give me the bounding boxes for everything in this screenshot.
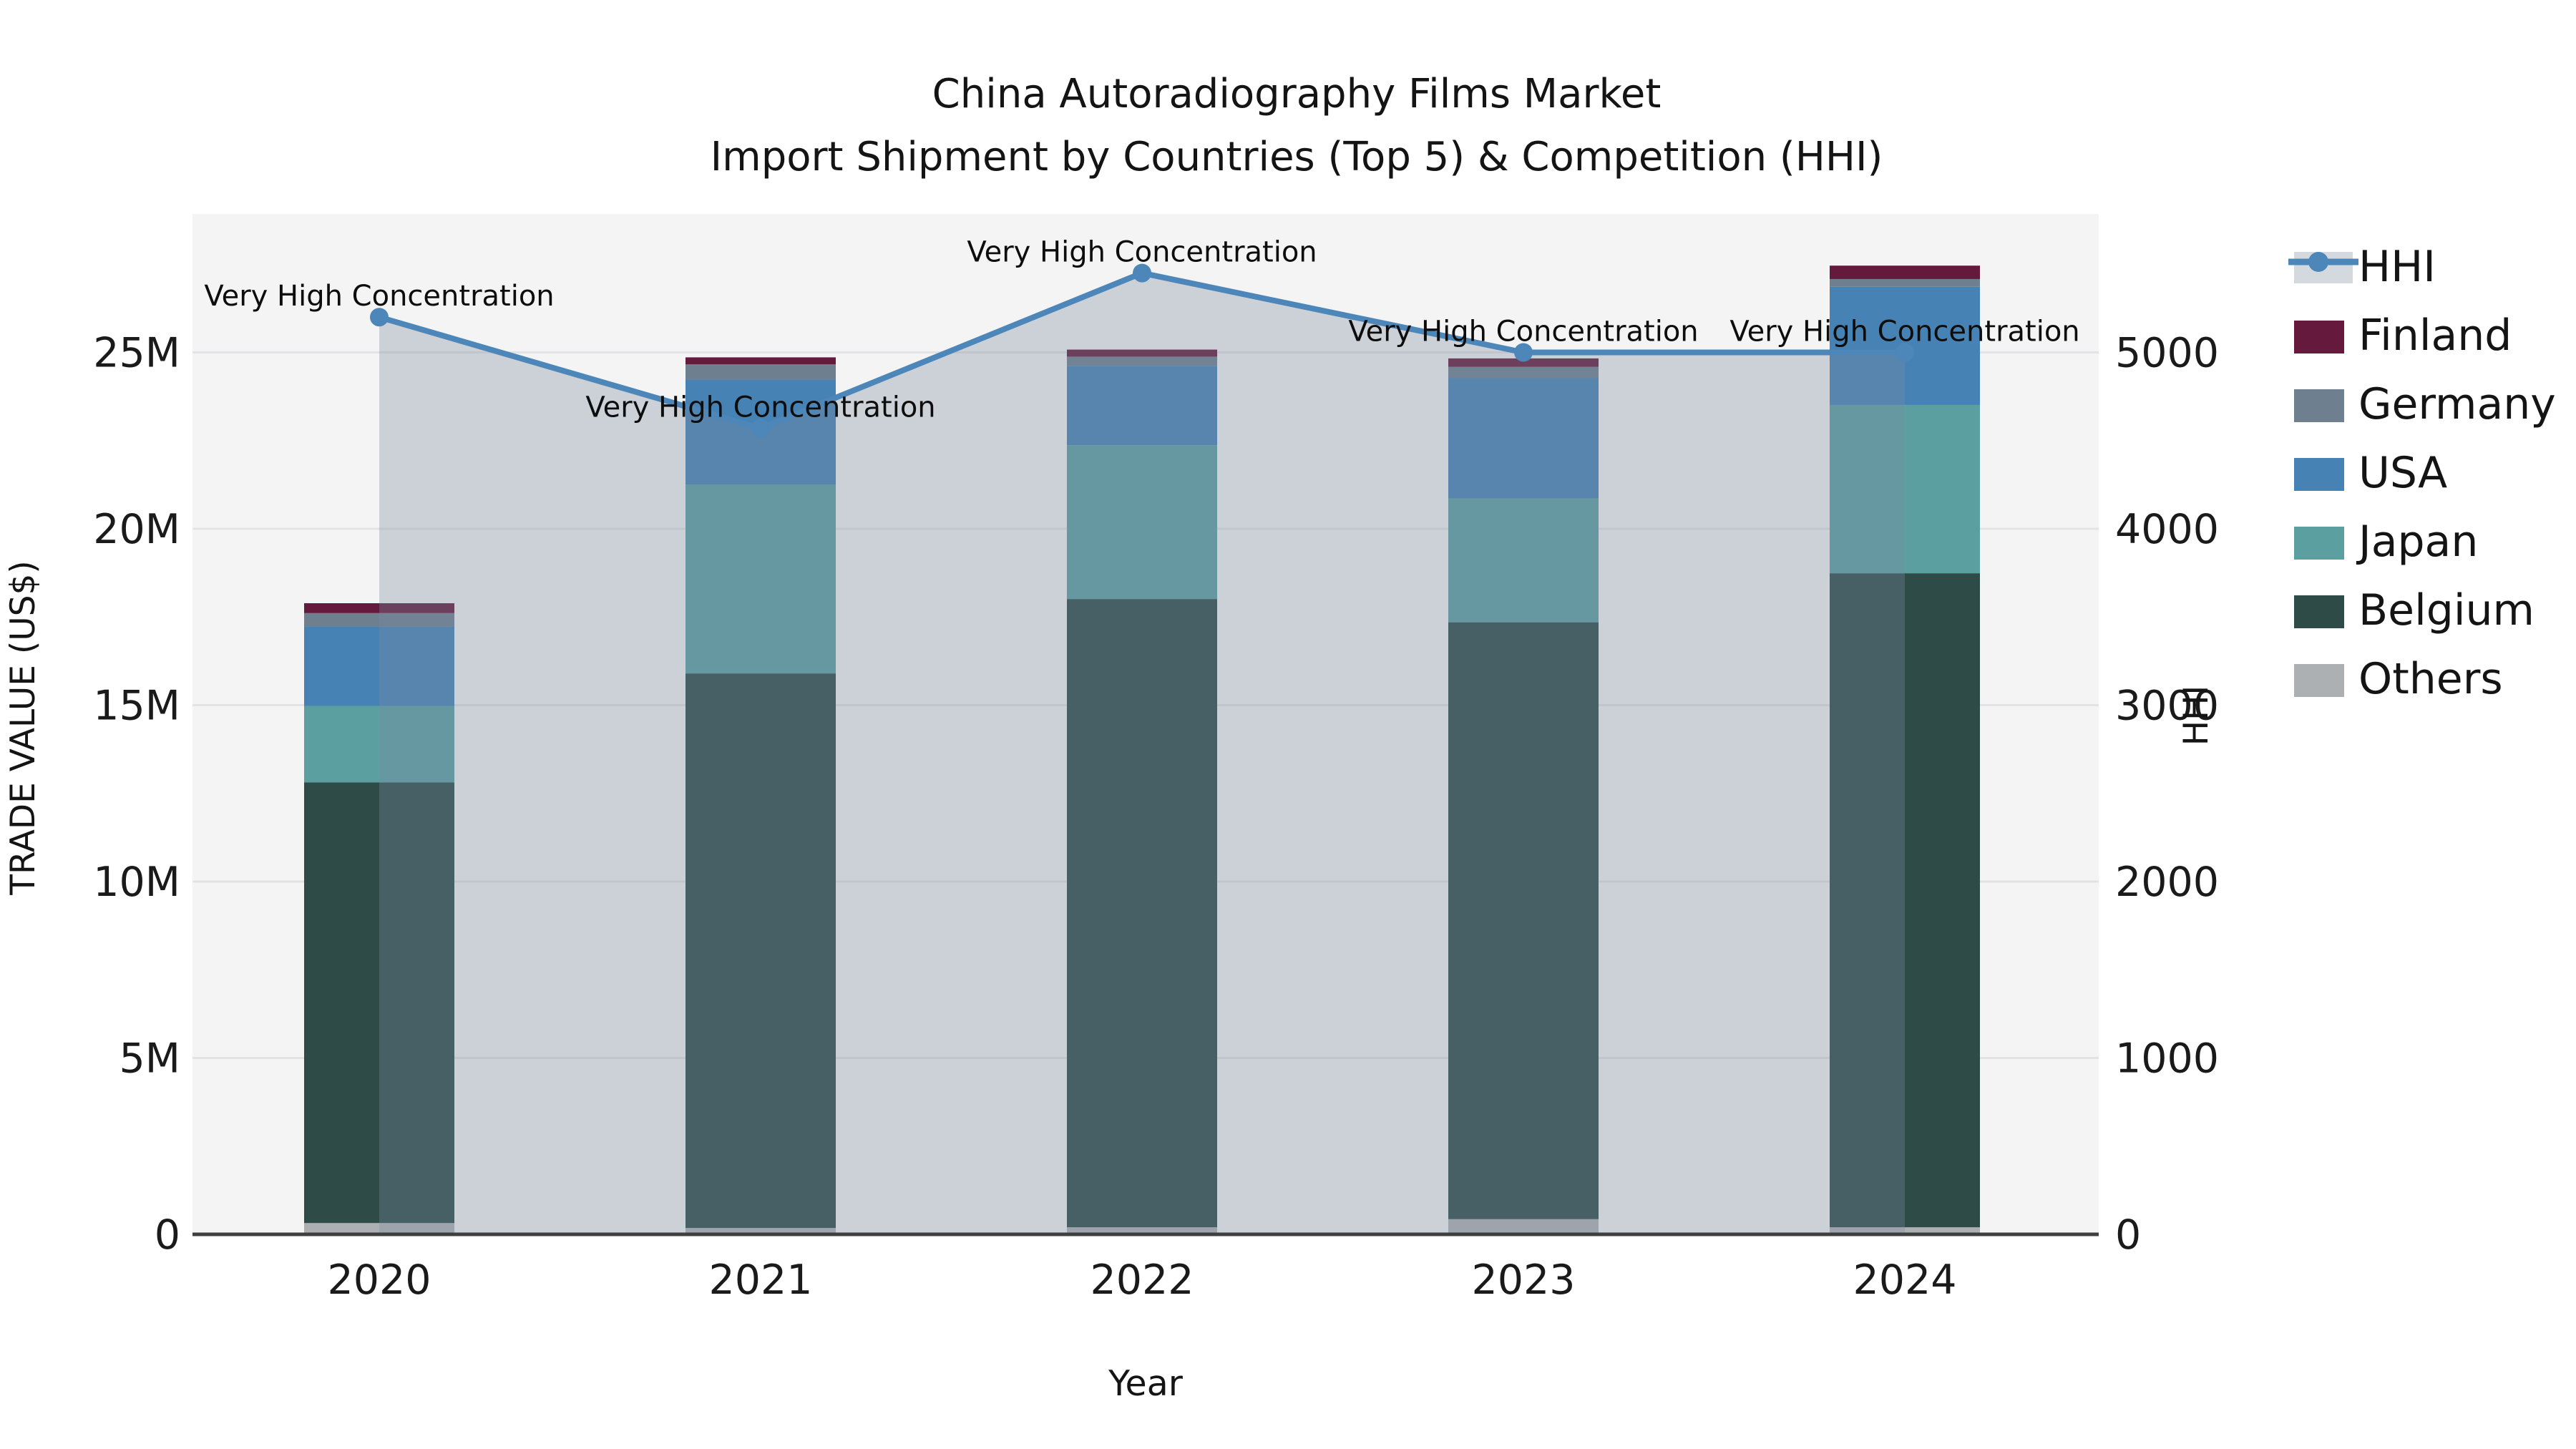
bar-segment-belgium-2020	[304, 782, 454, 1224]
hhi-marker-2021	[751, 419, 770, 438]
bar-segment-finland-2022	[1067, 349, 1217, 357]
x-tick-2022: 2022	[1090, 1257, 1194, 1304]
bar-segment-others-2022	[1067, 1227, 1217, 1234]
annotation-2023: Very High Concentration	[1348, 316, 1698, 348]
legend-swatch-others	[2294, 664, 2344, 697]
legend-swatch-usa	[2294, 458, 2344, 491]
y-left-tick-15M: 15M	[93, 683, 180, 730]
hhi-line	[370, 263, 1914, 438]
y-right-tick-3000: 3000	[2115, 683, 2219, 730]
legend-hhi-marker-icon	[2308, 252, 2328, 272]
bar-segment-usa-2023	[1448, 378, 1599, 499]
legend-label-germany: Germany	[2358, 379, 2556, 429]
legend-item-belgium: Belgium	[2294, 585, 2534, 635]
x-axis-tick-labels: 2020 2021 2022 2023 2024	[327, 1257, 1956, 1304]
legend-label-hhi: HHI	[2358, 242, 2436, 292]
x-tick-2024: 2024	[1853, 1257, 1956, 1304]
y-left-tick-20M: 20M	[93, 506, 180, 553]
bar-segment-usa-2020	[304, 626, 454, 706]
legend-swatch-finland	[2294, 321, 2344, 353]
legend-item-germany: Germany	[2294, 379, 2556, 429]
chart-title: China Autoradiography Films Market	[932, 71, 1662, 117]
annotation-2020: Very High Concentration	[204, 280, 554, 313]
bar-segment-japan-2024	[1830, 404, 1980, 574]
x-axis-title: Year	[1108, 1363, 1184, 1404]
legend-item-japan: Japan	[2294, 517, 2478, 567]
bar-segment-others-2023	[1448, 1219, 1599, 1234]
legend-label-finland: Finland	[2358, 311, 2512, 361]
y-right-tick-5000: 5000	[2115, 330, 2219, 377]
hhi-area-fill	[379, 273, 1905, 1235]
stacked-bars	[304, 265, 1980, 1234]
hhi-marker-2024	[1896, 343, 1914, 362]
y-axis-left-tick-labels: 0 5M 10M 15M 20M 25M	[93, 330, 180, 1259]
hhi-marker-2022	[1133, 263, 1151, 283]
bar-segment-germany-2024	[1830, 278, 1980, 287]
annotation-2022: Very High Concentration	[967, 236, 1317, 269]
x-tick-2020: 2020	[327, 1257, 431, 1304]
y-axis-right-tick-labels: 0 1000 2000 3000 4000 5000	[2115, 330, 2219, 1259]
bar-segment-japan-2020	[304, 706, 454, 783]
hhi-marker-2020	[370, 308, 389, 327]
legend: HHI Finland Germany USA Japan Belgium Others	[2288, 242, 2556, 704]
legend-item-hhi: HHI	[2288, 242, 2436, 292]
bar-segment-germany-2023	[1448, 366, 1599, 379]
legend-item-usa: USA	[2294, 448, 2447, 498]
bar-segment-others-2021	[686, 1228, 836, 1234]
hhi-marker-2023	[1514, 343, 1533, 362]
x-tick-2023: 2023	[1471, 1257, 1575, 1304]
y-right-tick-1000: 1000	[2115, 1035, 2219, 1083]
y-axis-title-right: HHI	[2177, 686, 2216, 746]
y-axis-title-left: TRADE VALUE (US$)	[4, 560, 43, 895]
bar-segment-japan-2023	[1448, 498, 1599, 623]
annotation-2024: Very High Concentration	[1729, 316, 2079, 348]
bar-segment-finland-2023	[1448, 358, 1599, 367]
hhi-area-polygon	[379, 273, 1905, 1235]
annotation-2021: Very High Concentration	[585, 391, 935, 424]
bar-segment-finland-2024	[1830, 265, 1980, 279]
legend-swatch-japan	[2294, 527, 2344, 560]
legend-item-finland: Finland	[2294, 311, 2512, 361]
bar-segment-japan-2022	[1067, 445, 1217, 600]
bar-segment-germany-2022	[1067, 356, 1217, 366]
bar-segment-belgium-2023	[1448, 622, 1599, 1219]
y-right-tick-0: 0	[2115, 1211, 2141, 1259]
y-left-tick-5M: 5M	[119, 1035, 180, 1083]
bar-segment-belgium-2024	[1830, 573, 1980, 1228]
y-left-tick-10M: 10M	[93, 859, 180, 906]
y-left-tick-0: 0	[155, 1211, 180, 1259]
bar-segment-belgium-2022	[1067, 599, 1217, 1228]
legend-label-japan: Japan	[2356, 517, 2478, 567]
chart-subtitle: Import Shipment by Countries (Top 5) & C…	[711, 134, 1883, 180]
y-right-tick-2000: 2000	[2115, 859, 2219, 906]
bar-segment-finland-2020	[304, 603, 454, 613]
bar-segment-germany-2020	[304, 613, 454, 627]
bar-segment-belgium-2021	[686, 673, 836, 1229]
y-left-tick-25M: 25M	[93, 330, 180, 377]
legend-label-usa: USA	[2358, 448, 2447, 498]
y-right-tick-4000: 4000	[2115, 506, 2219, 553]
bar-segment-others-2020	[304, 1223, 454, 1234]
legend-swatch-germany	[2294, 389, 2344, 422]
annotations: Very High Concentration Very High Concent…	[204, 236, 2079, 424]
bar-segment-usa-2022	[1067, 366, 1217, 446]
legend-item-others: Others	[2294, 654, 2503, 704]
bar-segment-japan-2021	[686, 484, 836, 674]
bar-segment-finland-2021	[686, 357, 836, 365]
x-tick-2021: 2021	[708, 1257, 812, 1304]
legend-label-others: Others	[2358, 654, 2503, 704]
legend-swatch-belgium	[2294, 595, 2344, 628]
legend-label-belgium: Belgium	[2358, 585, 2534, 635]
bar-segment-germany-2021	[686, 364, 836, 380]
bar-segment-others-2024	[1830, 1227, 1980, 1234]
